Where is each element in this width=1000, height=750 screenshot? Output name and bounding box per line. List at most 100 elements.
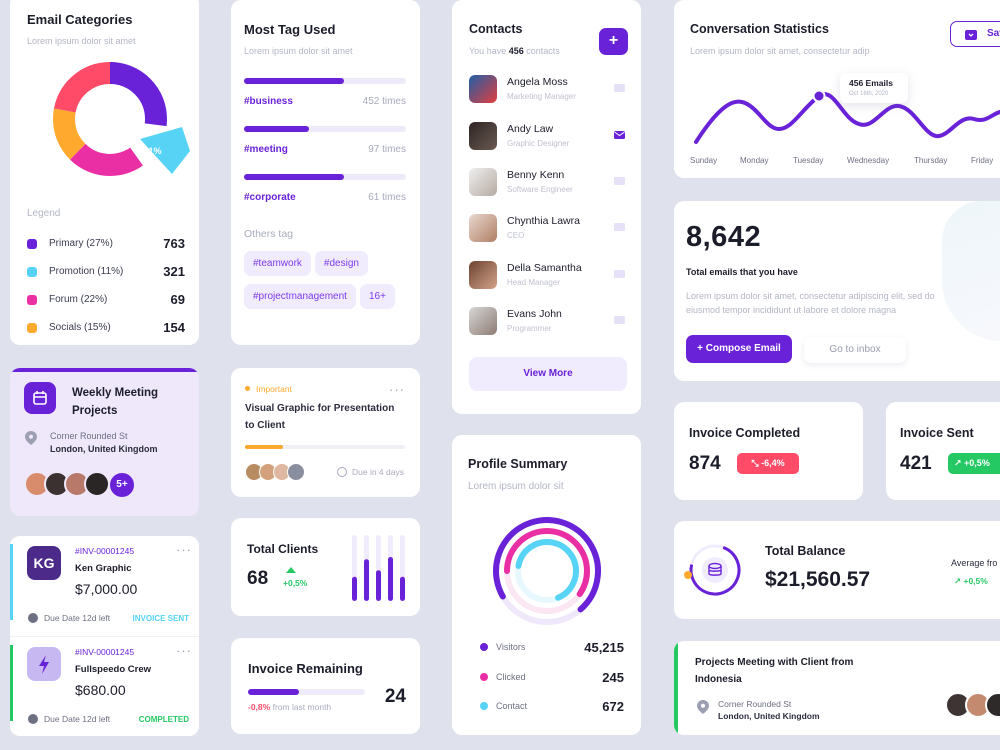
- mail-icon[interactable]: [614, 177, 625, 185]
- card-title: Total Balance: [765, 544, 846, 558]
- save-icon: [965, 30, 977, 40]
- tag-row[interactable]: #corporate 61 times: [244, 174, 406, 208]
- tag-row[interactable]: #business 452 times: [244, 78, 406, 112]
- card-title: Conversation Statistics: [690, 22, 829, 36]
- invoice-sent-card: Invoice Sent 421 ↗ +0,5%: [886, 402, 1000, 500]
- mail-icon[interactable]: [614, 316, 625, 324]
- legend-row-socials: Socials (15%) 154: [27, 320, 185, 336]
- total-clients-card: Total Clients 68 +0,5%: [231, 518, 420, 616]
- donut-slice-socials: [53, 62, 167, 176]
- card-subtitle: Lorem ipsum dolor sit: [468, 481, 564, 492]
- task-assignees: [245, 463, 315, 481]
- more-options-icon[interactable]: ···: [389, 382, 405, 397]
- profile-summary-card: Profile Summary Lorem ipsum dolor sit Vi…: [452, 435, 641, 735]
- contact-item[interactable]: Benny Kenn Software Engineer: [469, 166, 627, 200]
- tag-chip[interactable]: #projectmanagement: [244, 284, 356, 309]
- most-tag-card: Most Tag Used Lorem ipsum dolor sit amet…: [231, 0, 420, 345]
- view-more-button[interactable]: View More: [469, 357, 627, 391]
- bolt-icon: [27, 647, 61, 681]
- mail-icon[interactable]: [614, 270, 625, 278]
- summary-row-contact: Contact 672: [480, 699, 624, 715]
- invoice-id: #INV-00001245: [75, 546, 135, 556]
- card-title: Invoice Remaining: [248, 661, 363, 676]
- invoice-list-card: KG #INV-00001245 ··· Ken Graphic $7,000.…: [10, 536, 199, 736]
- mail-icon[interactable]: [614, 84, 625, 92]
- mail-icon[interactable]: [614, 131, 625, 139]
- invoice-amount: $7,000.00: [75, 581, 138, 597]
- avatar: [469, 168, 497, 196]
- invoice-remaining-change: -0,8% from last month: [248, 702, 332, 712]
- total-emails-value: 8,642: [686, 221, 762, 253]
- avatar: [469, 122, 497, 150]
- plus-icon: +: [608, 32, 619, 49]
- contact-item[interactable]: Andy Law Graphic Designer: [469, 120, 627, 154]
- clock-icon: [28, 613, 38, 623]
- more-options-icon[interactable]: ···: [176, 643, 192, 658]
- card-title: Invoice Completed: [689, 426, 801, 440]
- invoice-remaining-card: Invoice Remaining -0,8% from last month …: [231, 638, 420, 734]
- total-emails-card: 8,642 Total emails that you have Lorem i…: [674, 201, 1000, 381]
- other-tags: #teamwork #design #projectmanagement 16+: [244, 251, 414, 317]
- go-to-inbox-button[interactable]: Go to inbox: [804, 337, 906, 363]
- projects-meeting-card[interactable]: Projects Meeting with Client from Indone…: [674, 641, 1000, 735]
- card-title: Total Clients: [247, 542, 319, 556]
- invoice-completed-value: 874: [689, 453, 721, 474]
- attendee-avatars: [945, 692, 1000, 718]
- trend-up-icon: ↗: [954, 458, 965, 468]
- invoice-amount: $680.00: [75, 682, 126, 698]
- coins-icon: [708, 562, 722, 576]
- tag-usage-bar: [244, 78, 345, 84]
- weekly-meeting-card[interactable]: Weekly Meeting Projects Corner Rounded S…: [10, 368, 199, 516]
- add-contact-button[interactable]: +: [599, 28, 628, 55]
- contact-item[interactable]: Chynthia Lawra CEO: [469, 212, 627, 246]
- more-attendees-badge[interactable]: 5+: [108, 471, 136, 499]
- tag-row[interactable]: #meeting 97 times: [244, 126, 406, 160]
- invoice-id: #INV-00001245: [75, 647, 135, 657]
- contacts-count: You have 456 contacts: [469, 46, 560, 56]
- clients-value: 68: [247, 568, 269, 589]
- mail-icon[interactable]: [614, 223, 625, 231]
- avatar: [469, 307, 497, 335]
- more-options-icon[interactable]: ···: [176, 542, 192, 557]
- tag-usage-bar: [244, 126, 309, 132]
- trend-up-icon: ↗: [954, 576, 964, 586]
- contact-item[interactable]: Evans John Programmer: [469, 305, 627, 339]
- profile-radial-chart: [493, 517, 601, 625]
- tag-usage-bar: [244, 174, 345, 180]
- donut-slice-forum: [53, 62, 167, 176]
- task-tag: Important: [256, 384, 292, 394]
- tag-chip[interactable]: 16+: [359, 284, 395, 309]
- contact-item[interactable]: Angela Moss Marketing Manager: [469, 73, 627, 107]
- invoice-item[interactable]: #INV-00001245 ··· Fullspeedo Crew $680.0…: [10, 637, 199, 736]
- meeting-address-line2: London, United Kingdom: [50, 444, 158, 454]
- clients-bar: [376, 570, 381, 601]
- invoice-avatar: KG: [27, 546, 61, 580]
- avatar: [84, 471, 110, 497]
- tag-chip[interactable]: #teamwork: [244, 251, 311, 276]
- chart-point-highlight: [812, 89, 826, 103]
- calendar-icon: [24, 382, 56, 414]
- clients-change: +0,5%: [283, 578, 308, 588]
- conversation-line-chart: [694, 89, 1000, 144]
- tag-chip[interactable]: #design: [314, 251, 368, 276]
- invoice-status: INVOICE SENT: [132, 614, 189, 623]
- clients-bar-chart: [352, 535, 405, 601]
- save-button[interactable]: Sav: [950, 21, 1000, 47]
- meeting-address-line1: Corner Rounded St: [718, 699, 792, 709]
- contacts-card: Contacts You have 456 contacts + Angela …: [452, 0, 641, 414]
- invoice-remaining-bar: [248, 689, 365, 695]
- trend-badge: ↗ +0,5%: [948, 453, 1000, 474]
- clicked-arc: [504, 528, 590, 614]
- total-emails-description: Lorem ipsum dolor sit amet, consectetur …: [686, 291, 935, 315]
- avatar: [469, 75, 497, 103]
- invoice-item[interactable]: KG #INV-00001245 ··· Ken Graphic $7,000.…: [10, 536, 199, 636]
- donut-slice-promotion: [140, 127, 190, 174]
- summary-row-clicked: Clicked 245: [480, 670, 624, 686]
- compose-email-button[interactable]: + Compose Email: [686, 335, 792, 363]
- contact-item[interactable]: Della Samantha Head Manager: [469, 259, 627, 293]
- meeting-address-line1: Corner Rounded St: [50, 431, 128, 441]
- card-title: Contacts: [469, 22, 523, 36]
- card-title: Most Tag Used: [244, 22, 336, 37]
- average-label: Average fro: [951, 558, 998, 568]
- task-card[interactable]: Important ··· Visual Graphic for Present…: [231, 368, 420, 497]
